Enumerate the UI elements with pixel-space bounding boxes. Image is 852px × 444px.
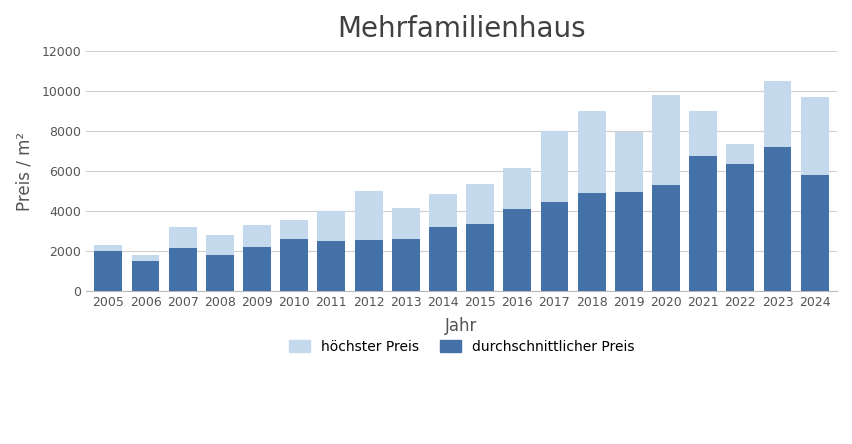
Bar [801, 97, 829, 291]
Y-axis label: Preis / m²: Preis / m² [15, 131, 33, 210]
Bar [280, 220, 308, 291]
Bar [540, 131, 568, 291]
Bar [578, 111, 606, 291]
Bar [801, 175, 829, 291]
Bar [727, 144, 754, 291]
Bar [504, 209, 532, 291]
Legend: höchster Preis, durchschnittlicher Preis: höchster Preis, durchschnittlicher Preis [282, 333, 641, 361]
Bar [763, 147, 792, 291]
Bar [243, 225, 271, 291]
Bar [466, 184, 494, 291]
Bar [578, 193, 606, 291]
Bar [727, 164, 754, 291]
Bar [763, 81, 792, 291]
Bar [429, 227, 457, 291]
Bar [169, 248, 197, 291]
Bar [392, 208, 420, 291]
Bar [318, 211, 345, 291]
Title: Mehrfamilienhaus: Mehrfamilienhaus [337, 15, 586, 43]
Bar [131, 255, 159, 291]
Bar [615, 192, 642, 291]
Bar [95, 245, 123, 291]
Bar [243, 247, 271, 291]
Bar [280, 239, 308, 291]
Bar [540, 202, 568, 291]
Bar [354, 240, 383, 291]
Bar [689, 156, 717, 291]
Bar [615, 132, 642, 291]
Bar [429, 194, 457, 291]
Bar [131, 261, 159, 291]
Bar [652, 185, 680, 291]
Bar [689, 111, 717, 291]
Bar [392, 239, 420, 291]
Bar [206, 235, 233, 291]
Bar [169, 227, 197, 291]
Bar [95, 251, 123, 291]
X-axis label: Jahr: Jahr [446, 317, 478, 335]
Bar [354, 191, 383, 291]
Bar [466, 224, 494, 291]
Bar [206, 255, 233, 291]
Bar [318, 241, 345, 291]
Bar [652, 95, 680, 291]
Bar [504, 168, 532, 291]
